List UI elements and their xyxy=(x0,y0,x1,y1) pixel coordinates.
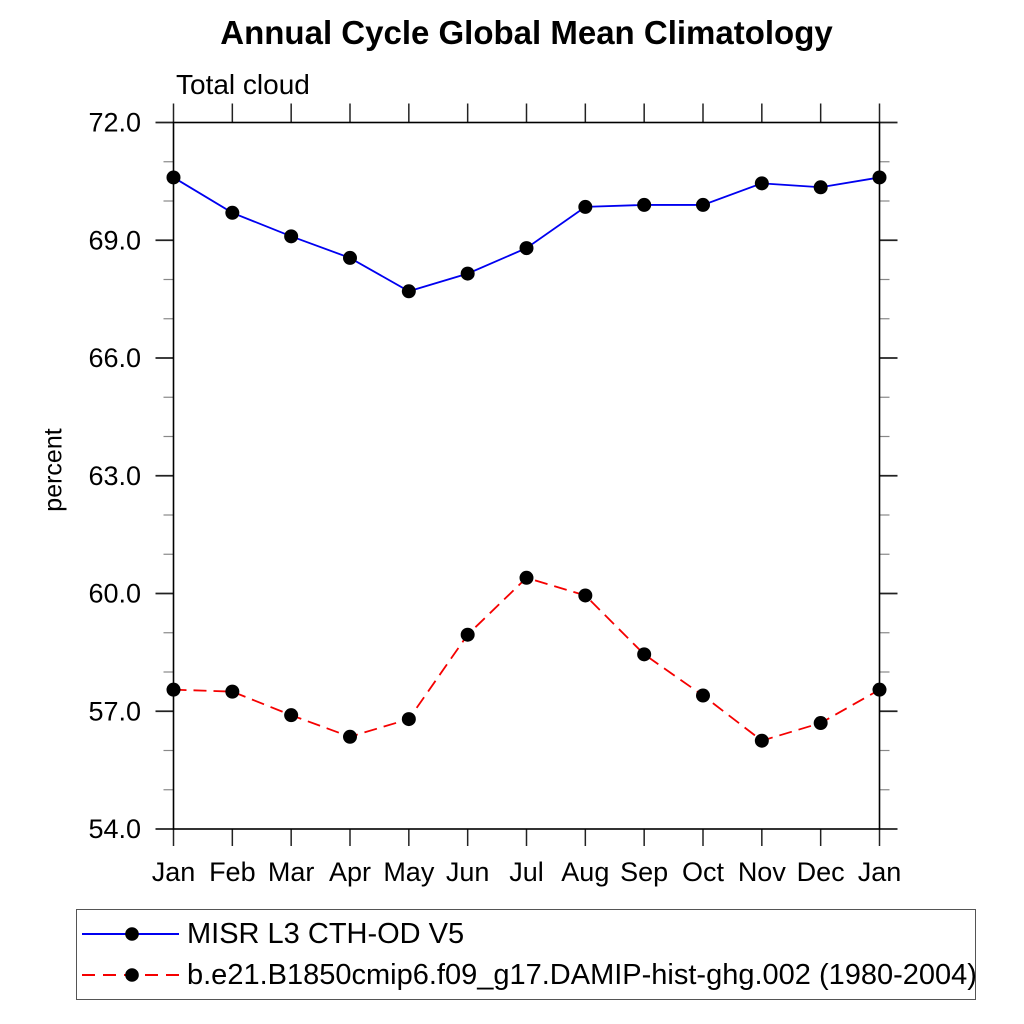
y-tick-label: 60.0 xyxy=(88,579,141,609)
y-tick-label: 54.0 xyxy=(88,814,141,844)
legend-marker-model xyxy=(82,968,179,982)
data-point-0-Aug xyxy=(578,199,593,214)
legend-label-misr: MISR L3 CTH-OD V5 xyxy=(187,917,465,950)
data-point-0-Feb xyxy=(225,205,240,220)
legend-row-misr: MISR L3 CTH-OD V5 xyxy=(81,914,975,955)
x-tick-label: Jun xyxy=(446,857,490,887)
x-tick-label: May xyxy=(383,857,435,887)
data-point-0-Sep xyxy=(637,197,652,212)
data-point-1-Apr xyxy=(343,729,357,744)
data-point-0-Jan xyxy=(872,170,887,185)
x-tick-label: Apr xyxy=(329,857,371,887)
y-tick-label: 69.0 xyxy=(88,225,141,255)
data-point-1-Nov xyxy=(754,733,769,748)
data-point-0-Jul xyxy=(519,241,534,256)
data-point-0-Dec xyxy=(813,180,828,195)
series-line-0 xyxy=(173,176,880,293)
x-tick-label: Jul xyxy=(509,857,544,887)
legend-dot-icon xyxy=(125,927,139,941)
data-point-0-Nov xyxy=(754,176,769,191)
legend-label-model: b.e21.B1850cmip6.f09_g17.DAMIP-hist-ghg.… xyxy=(187,958,977,991)
data-point-1-Jul xyxy=(519,570,534,585)
data-point-1-Dec xyxy=(813,716,828,731)
data-point-0-Apr xyxy=(343,250,357,265)
data-point-0-Mar xyxy=(284,229,299,244)
data-point-1-Jan xyxy=(166,682,181,697)
data-point-1-Jan xyxy=(872,682,887,697)
x-tick-label: Oct xyxy=(682,857,725,887)
x-tick-label: Jan xyxy=(152,857,196,887)
data-point-1-Mar xyxy=(284,708,299,723)
data-point-0-Jan xyxy=(166,170,181,185)
x-tick-label: Aug xyxy=(561,857,609,887)
y-tick-label: 57.0 xyxy=(88,696,141,726)
data-point-1-Sep xyxy=(637,647,652,662)
legend: MISR L3 CTH-OD V5 b.e21.B1850cmip6.f09_g… xyxy=(76,909,977,1000)
data-point-0-Oct xyxy=(696,197,710,212)
y-tick-label: 63.0 xyxy=(88,461,141,491)
x-tick-label: Jan xyxy=(858,857,902,887)
series-line-1 xyxy=(173,576,880,742)
chart-title: Annual Cycle Global Mean Climatology xyxy=(220,14,833,51)
y-tick-label: 66.0 xyxy=(88,343,141,373)
x-tick-label: Sep xyxy=(620,857,668,887)
data-point-1-Feb xyxy=(225,684,240,699)
legend-row-model: b.e21.B1850cmip6.f09_g17.DAMIP-hist-ghg.… xyxy=(81,955,977,996)
x-tick-label: Dec xyxy=(797,857,845,887)
legend-dot-icon xyxy=(125,968,139,982)
data-point-0-May xyxy=(401,284,416,299)
x-tick-label: Feb xyxy=(209,857,256,887)
data-point-0-Jun xyxy=(460,266,475,281)
x-tick-label: Nov xyxy=(738,857,787,887)
y-tick-label: 72.0 xyxy=(88,108,141,138)
data-point-1-May xyxy=(401,712,416,727)
x-tick-label: Mar xyxy=(268,857,315,887)
data-point-1-Aug xyxy=(578,588,593,603)
plot-frame xyxy=(172,121,881,830)
chart-subtitle: Total cloud xyxy=(176,69,310,100)
data-point-1-Oct xyxy=(696,688,710,703)
legend-marker-misr xyxy=(82,927,179,941)
data-point-1-Jun xyxy=(460,627,475,642)
